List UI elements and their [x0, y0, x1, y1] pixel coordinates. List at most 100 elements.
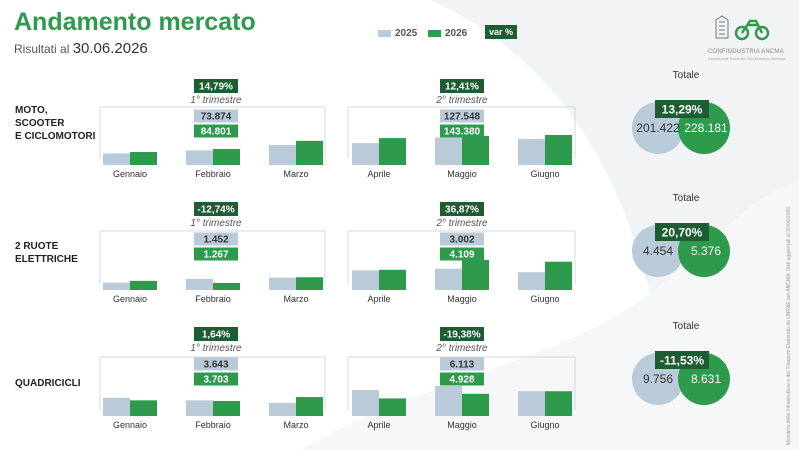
bar-2026 — [213, 149, 240, 165]
quarter-value-2026-bg — [440, 124, 484, 138]
month-tick-label: Maggio — [447, 420, 477, 430]
quarter-value-2026: 4.928 — [449, 375, 474, 386]
bar-2026 — [462, 393, 489, 416]
quarter-value-2025: 1.452 — [203, 235, 228, 246]
legend-label-2026: 2026 — [445, 27, 468, 39]
segment-label-electric: 2 RUOTE ELETTRICHE — [15, 240, 78, 266]
quarter-value-2026: 4.109 — [449, 250, 474, 261]
legend-item-2025: 2025 — [378, 26, 417, 40]
bar-2025 — [352, 270, 379, 290]
legend-label-2025: 2025 — [395, 27, 418, 39]
quarter-value-2026-bg — [194, 124, 238, 138]
source-note: Ministero delle Infrastrutture e dei Tra… — [786, 206, 792, 445]
quarter-label: 1° trimestre — [190, 343, 242, 354]
quarter-value-2025: 3.002 — [449, 235, 474, 246]
month-tick-label: Gennaio — [113, 294, 147, 304]
quarter-value-2025: 6.113 — [450, 360, 475, 371]
quarter-label: 1° trimestre — [190, 218, 242, 229]
bar-2026 — [296, 397, 323, 416]
bar-2025 — [435, 268, 462, 290]
bar-2025 — [518, 272, 545, 290]
bar-2025 — [518, 391, 545, 416]
quarter-var-badge: 1,64% — [202, 330, 230, 341]
bar-2026 — [545, 135, 572, 165]
quarter-value-2026-bg — [440, 372, 484, 386]
total-value-2025: 4.454 — [643, 244, 673, 258]
quarter-label: 2° trimestre — [435, 343, 488, 354]
legend-swatch-2025 — [378, 29, 391, 37]
month-tick-label: Gennaio — [113, 169, 147, 179]
legend-var-badge: var % — [485, 25, 518, 39]
bar-2025 — [103, 282, 130, 290]
quarter-bracket — [347, 106, 576, 159]
month-tick-label: Marzo — [283, 420, 308, 430]
quarter-value-2025: 73.874 — [201, 112, 232, 123]
bar-2026 — [130, 152, 157, 165]
logo-tagline: Associazione Nazionale Ciclo Motociclo A… — [708, 57, 786, 61]
legend-item-2026: 2026 — [428, 26, 467, 40]
segment-label-line: MOTO, — [15, 105, 48, 116]
bar-2026 — [130, 400, 157, 416]
page-subtitle: Risultati al 30.06.2026 — [14, 40, 148, 57]
total-var-badge: 13,29% — [662, 102, 703, 116]
quarter-var-badge: 36,87% — [445, 205, 479, 216]
quarter-value-2026: 84.801 — [201, 127, 232, 138]
quarter-var-badge: 12,41% — [445, 82, 479, 93]
bar-2026 — [379, 398, 406, 416]
quarter-value-2026-bg — [194, 247, 238, 261]
month-tick-label: Febbraio — [195, 294, 231, 304]
bar-2026 — [379, 138, 406, 165]
month-tick-label: Febbraio — [195, 420, 231, 430]
quarter-bracket — [347, 230, 576, 284]
total-value-2025: 201.422 — [636, 121, 680, 135]
segment-label-line: ELETTRICHE — [15, 254, 78, 265]
bar-2026 — [213, 401, 240, 416]
total-value-2026: 5.376 — [691, 244, 721, 258]
month-tick-label: Aprile — [367, 420, 390, 430]
quarter-var-badge: -19,38% — [443, 330, 480, 341]
ancma-logo — [715, 15, 770, 41]
logo-name: CONFINDUSTRIA ANCMA — [708, 49, 784, 55]
quarter-value-2026-bg — [194, 372, 238, 386]
quarter-var-badge-bg — [194, 327, 238, 341]
total-value-2026: 228.181 — [684, 121, 728, 135]
quarter-var-badge-bg — [440, 79, 484, 93]
quarter-value-2025-bg — [194, 109, 238, 123]
quarter-value-2025-bg — [440, 357, 484, 371]
segment-label-line: QUADRICICLI — [15, 378, 81, 389]
quarter-bracket — [99, 356, 326, 410]
month-tick-label: Maggio — [447, 169, 477, 179]
month-tick-label: Aprile — [367, 169, 390, 179]
bar-2025 — [518, 138, 545, 165]
quarter-value-2026: 1.267 — [203, 250, 228, 261]
month-tick-label: Giugno — [530, 169, 559, 179]
total-title: Totale — [673, 70, 700, 81]
total-value-2025: 9.756 — [643, 372, 673, 386]
quarter-value-2025: 127.548 — [444, 112, 481, 123]
quarter-value-2025: 3.643 — [203, 360, 228, 371]
quarter-bracket — [99, 230, 326, 284]
bar-2025 — [435, 137, 462, 165]
month-tick-label: Febbraio — [195, 169, 231, 179]
month-tick-label: Marzo — [283, 169, 308, 179]
bar-2026 — [462, 260, 489, 290]
bar-2026 — [296, 277, 323, 290]
bar-2025 — [103, 153, 130, 165]
total-value-2026: 8.631 — [691, 372, 721, 386]
segment-label-line: SCOOTER — [15, 118, 65, 129]
month-tick-label: Giugno — [530, 420, 559, 430]
segment-label-quadricycles: QUADRICICLI — [15, 377, 81, 390]
quarter-var-badge: -12,74% — [197, 205, 234, 216]
quarter-var-badge-bg — [194, 79, 238, 93]
segment-label-line: 2 RUOTE — [15, 241, 59, 252]
total-var-badge-bg — [655, 223, 709, 241]
quarter-value-2025-bg — [440, 232, 484, 246]
report-date: 30.06.2026 — [72, 40, 148, 57]
quarter-var-badge-bg — [440, 327, 484, 341]
bar-2026 — [545, 391, 572, 416]
bar-2026 — [545, 261, 572, 290]
bar-2025 — [269, 145, 296, 165]
quarter-bracket — [99, 106, 326, 159]
quarter-var-badge-bg — [440, 202, 484, 216]
